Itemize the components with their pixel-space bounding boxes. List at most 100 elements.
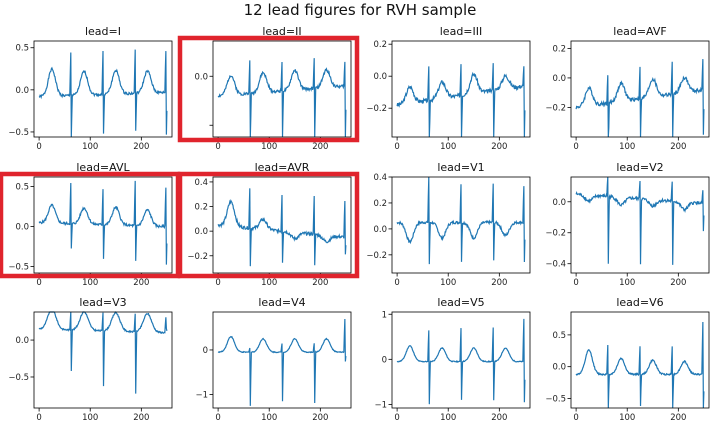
y-tick-label: −0.2: [545, 229, 566, 239]
x-tick-label: 200: [491, 278, 507, 288]
y-tick-label: −0.2: [187, 252, 208, 262]
y-tick-label: 0.0: [194, 72, 208, 82]
y-tick-label: 0.4: [373, 173, 387, 183]
y-tick-label: −1: [195, 391, 208, 401]
panel-title: lead=AVL: [76, 161, 130, 174]
y-tick-label: −0.2: [366, 104, 387, 114]
y-tick-label: 0.0: [15, 86, 29, 96]
x-tick-label: 100: [619, 278, 635, 288]
x-tick-label: 100: [82, 413, 98, 423]
y-tick-label: 0.5: [552, 331, 566, 341]
y-tick-label: 0.0: [15, 336, 29, 346]
x-tick-label: 100: [619, 142, 635, 152]
y-tick-label: 0.0: [373, 225, 387, 235]
y-tick-label: 0.5: [15, 44, 29, 54]
y-tick-label: −1: [374, 400, 387, 410]
x-tick-label: 200: [670, 278, 686, 288]
ecg-series-line: [396, 63, 526, 138]
ecg-series-line: [217, 318, 347, 406]
x-tick-label: 200: [670, 413, 686, 423]
y-tick-label: −0.5: [545, 394, 566, 404]
panel-title: lead=V1: [437, 161, 484, 174]
x-tick-label: 0: [573, 413, 578, 423]
figure-title: 12 lead figures for RVH sample: [244, 1, 477, 19]
axes-frame: [391, 40, 531, 138]
y-tick-label: 0.2: [373, 199, 387, 209]
axes-frame: [33, 311, 173, 409]
x-tick-label: 200: [312, 278, 328, 288]
y-tick-label: −0.5: [8, 373, 29, 383]
panel-title: lead=AVF: [613, 25, 666, 38]
axes-frame: [212, 176, 352, 274]
x-tick-label: 100: [440, 278, 456, 288]
panel-lead-iii: lead=III 0 100 200 −0.2 0.0 0.2: [366, 25, 531, 152]
ecg-series-line: [38, 310, 168, 394]
axes-frame: [212, 40, 352, 138]
y-tick-label: 0.5: [15, 183, 29, 193]
x-tick-label: 0: [215, 278, 220, 288]
y-tick-label: −0.2: [366, 251, 387, 261]
y-tick-label: 0.0: [373, 72, 387, 82]
y-tick-label: 0.2: [373, 40, 387, 50]
x-tick-label: 100: [82, 142, 98, 152]
x-tick-label: 0: [573, 278, 578, 288]
panel-title: lead=V5: [437, 296, 484, 309]
panel-lead-avf: lead=AVF 0 100 200 −0.2 0.0 0.2: [545, 25, 710, 152]
y-tick-label: 0: [382, 355, 387, 365]
y-tick-label: 0.0: [552, 74, 566, 84]
y-tick-label: −0.2: [545, 103, 566, 113]
panel-lead-v2: lead=V2 0 100 200 −0.4 −0.2 0.0: [545, 161, 710, 288]
ecg-series-line: [575, 322, 705, 409]
y-tick-label: −0.4: [545, 260, 566, 270]
panel-lead-i: lead=I 0 100 200 −0.5 0.0 0.5: [8, 25, 173, 152]
panel-lead-v5: lead=V5 0 100 200 −1 0 1: [374, 296, 531, 423]
axes-frame: [391, 311, 531, 409]
y-tick-label: 0.2: [552, 44, 566, 54]
x-tick-label: 200: [491, 142, 507, 152]
y-tick-label: 1: [382, 310, 387, 320]
ecg-series-line: [38, 49, 168, 138]
panel-lead-v3: lead=V3 0 100 200 −0.5 0.0: [8, 296, 173, 423]
y-tick-label: 0.0: [15, 223, 29, 233]
x-tick-label: 0: [36, 278, 41, 288]
panel-title: lead=V6: [616, 296, 663, 309]
panel-lead-v6: lead=V6 0 100 200 −0.5 0.0 0.5: [545, 296, 710, 423]
x-tick-label: 100: [261, 142, 277, 152]
panel-title: lead=V4: [258, 296, 305, 309]
x-tick-label: 100: [261, 278, 277, 288]
x-tick-label: 100: [82, 278, 98, 288]
x-tick-label: 200: [491, 413, 507, 423]
y-tick-label: 0.4: [194, 178, 208, 188]
y-tick-label: 0.0: [552, 363, 566, 373]
highlight-box: [177, 35, 360, 143]
axes-frame: [33, 176, 173, 274]
highlight-box: [177, 171, 360, 279]
y-tick-label: 0.2: [194, 203, 208, 213]
ecg-series-line: [217, 188, 347, 267]
panel-lead-avr: lead=AVR 0 100 200 −0.2 0.0 0.2 0.4: [177, 161, 360, 288]
x-tick-label: 0: [215, 413, 220, 423]
x-tick-label: 0: [394, 413, 399, 423]
panel-lead-v4: lead=V4 0 100 200 −1 0: [195, 296, 352, 423]
axes-frame: [570, 311, 710, 409]
panel-title: lead=I: [85, 25, 121, 38]
x-tick-label: 200: [312, 142, 328, 152]
x-tick-label: 0: [36, 413, 41, 423]
y-tick-label: 0.0: [194, 227, 208, 237]
panel-lead-v1: lead=V1 0 100 200 −0.2 0.0 0.2 0.4: [366, 161, 531, 288]
x-tick-label: 100: [440, 142, 456, 152]
y-tick-label: −0.5: [8, 128, 29, 138]
ecg-series-line: [575, 176, 705, 265]
axes-frame: [570, 176, 710, 274]
panel-title: lead=AVR: [255, 161, 310, 174]
ecg-series-line: [38, 180, 168, 265]
x-tick-label: 100: [261, 413, 277, 423]
x-tick-label: 0: [573, 142, 578, 152]
y-tick-label: −0.5: [8, 263, 29, 273]
axes-frame: [391, 176, 531, 274]
x-tick-label: 100: [619, 413, 635, 423]
x-tick-label: 200: [133, 278, 149, 288]
ecg-series-line: [575, 59, 705, 138]
x-tick-label: 0: [215, 142, 220, 152]
